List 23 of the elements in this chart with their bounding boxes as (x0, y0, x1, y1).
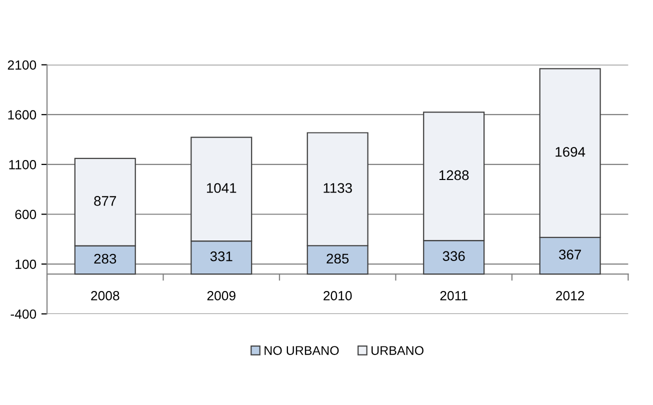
x-tick-label: 2009 (207, 291, 236, 300)
data-label: 1133 (324, 183, 352, 193)
y-tick-label: 1600 (8, 110, 36, 120)
data-label: 1288 (439, 170, 469, 180)
x-tick-label: 2008 (91, 291, 120, 300)
data-label: 285 (326, 254, 349, 264)
legend-label: NO URBANO (264, 346, 339, 355)
data-label: 283 (94, 254, 116, 264)
data-label: 1694 (556, 146, 586, 157)
data-label: 1041 (206, 183, 236, 193)
y-tick-label: -400 (10, 309, 36, 319)
data-label: 877 (94, 196, 116, 206)
y-tick-label: 1100 (9, 160, 36, 170)
data-label: 336 (442, 251, 465, 262)
x-tick-label: 2010 (324, 291, 352, 300)
y-tick-label: 2100 (8, 60, 36, 70)
legend-label: URBANO (372, 346, 424, 355)
x-tick-label: 2011 (440, 291, 468, 300)
data-label: 331 (210, 251, 232, 262)
data-label: 367 (559, 250, 581, 260)
x-tick-label: 2012 (556, 291, 584, 300)
y-tick-label: 600 (15, 210, 36, 220)
y-tick-label: 100 (16, 260, 36, 269)
